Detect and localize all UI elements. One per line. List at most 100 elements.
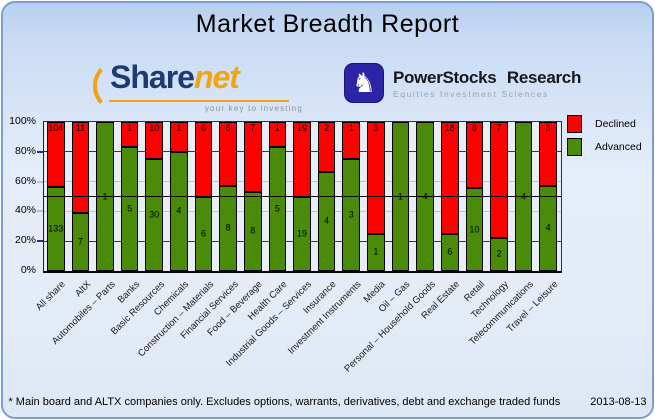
segment-advanced	[71, 213, 90, 271]
segment-advanced	[145, 159, 164, 271]
reference-line-50pct	[44, 196, 561, 197]
legend-label: Advanced	[595, 141, 642, 153]
segment-declined	[317, 122, 336, 172]
segment-advanced	[219, 185, 237, 271]
segment-advanced	[440, 233, 459, 271]
declined-value-label: 19	[296, 123, 307, 133]
segment-declined	[219, 122, 237, 186]
declined-value-label: 6	[225, 123, 231, 133]
x-axis-labels: All share AltX Automobiles – Parts Banks Bas…	[34, 274, 560, 384]
segment-declined	[47, 122, 65, 188]
advanced-value-label: 3	[348, 209, 354, 220]
advanced-value-label: 10	[469, 224, 480, 235]
declined-value-label: 3	[373, 123, 379, 133]
y-tick-20	[37, 240, 43, 243]
declined-value-label: 11	[75, 123, 86, 133]
sharenet-logo: Sharenet your key to investing	[93, 59, 323, 113]
stacked-bar: 10 30	[145, 122, 164, 271]
footer-note: * Main board and ALTX companies only. Ex…	[8, 396, 561, 408]
page-title: Market Breadth Report	[195, 10, 460, 38]
x-axis-label: All share	[34, 279, 69, 313]
segment-declined	[490, 122, 508, 238]
advanced-value-label: 30	[149, 209, 160, 220]
advanced-value-label: 4	[545, 222, 551, 233]
legend-swatch-advanced	[567, 138, 582, 156]
declined-value-label: 18	[444, 123, 455, 133]
sharenet-word-net: net	[193, 59, 240, 95]
bar-Financial Services: 68	[216, 122, 241, 271]
segment-advanced	[342, 159, 361, 271]
segment-advanced	[465, 188, 484, 271]
declined-value-label: 10	[149, 123, 160, 133]
x-axis-label: AltX	[72, 279, 93, 300]
declined-value-label: 3	[545, 123, 551, 133]
sharenet-swoosh-icon	[93, 61, 139, 111]
segment-advanced	[170, 151, 188, 271]
footer: * Main board and ALTX companies only. Ex…	[3, 396, 652, 408]
y-axis-labels: 0% 20% 40% 60% 80% 100%	[3, 115, 39, 276]
sharenet-wordmark: Sharenet	[110, 59, 240, 95]
legend-label: Declined	[595, 118, 636, 130]
segment-declined	[293, 122, 311, 197]
y-axis-label-20pct: 20%	[14, 234, 36, 247]
powerstocks-text: PowerStocks Research Equities Investment…	[393, 68, 581, 99]
sharenet-tagline: your key to investing	[204, 104, 303, 113]
y-axis-label-40pct: 40%	[14, 204, 36, 217]
sharenet-underline	[109, 100, 289, 102]
declined-value-label: 1	[127, 123, 133, 133]
segment-declined	[145, 122, 164, 160]
bar-Investment Instruments: 13	[339, 122, 364, 271]
advanced-value-label: 133	[48, 223, 64, 234]
advanced-value-label: 8	[225, 222, 231, 233]
y-axis-label-60pct: 60%	[14, 174, 36, 187]
advanced-value-label: 4	[176, 205, 182, 216]
bar-Retail: 8 10	[463, 122, 488, 271]
stacked-bar: 11 7	[71, 122, 90, 271]
stacked-bar: 18 6	[440, 122, 459, 271]
legend-item-advanced: Advanced	[567, 138, 642, 156]
advanced-value-label: 5	[274, 203, 280, 214]
segment-advanced	[47, 187, 65, 271]
advanced-value-label: 7	[77, 236, 83, 247]
bar-All share: 104 133	[44, 122, 69, 271]
advanced-value-label: 6	[447, 246, 453, 257]
declined-value-label: 7	[250, 123, 256, 133]
segment-declined	[120, 122, 139, 147]
advanced-value-label: 19	[296, 228, 307, 239]
bar-Travel – Leisure: 34	[536, 122, 561, 271]
advanced-value-label: 4	[324, 215, 330, 226]
advanced-value-label: 5	[127, 203, 133, 214]
segment-advanced	[120, 146, 139, 271]
y-tick-80	[37, 150, 43, 153]
segment-advanced	[268, 146, 287, 271]
advanced-value-label: 8	[250, 225, 256, 236]
bar-Basic Resources: 10 30	[142, 122, 167, 271]
powerstocks-logo: ♞ PowerStocks Research Equities Investme…	[344, 63, 581, 103]
advanced-value-label: 1	[373, 246, 379, 257]
segment-advanced	[539, 185, 557, 271]
chart-legend: Declined Advanced	[567, 115, 642, 161]
declined-value-label: 7	[496, 123, 502, 133]
knight-icon: ♞	[344, 63, 384, 103]
segment-declined	[367, 122, 385, 234]
declined-value-label: 104	[48, 123, 64, 133]
segment-declined	[268, 122, 287, 147]
stacked-bar: 8 10	[465, 122, 484, 271]
bar-AltX: 11 7	[69, 122, 94, 271]
bar-Food – Beverage: 78	[241, 122, 266, 271]
powerstocks-title: PowerStocks Research	[393, 67, 582, 87]
declined-value-label: 2	[324, 123, 330, 133]
y-tick-60	[37, 180, 43, 183]
segment-advanced	[243, 191, 262, 271]
